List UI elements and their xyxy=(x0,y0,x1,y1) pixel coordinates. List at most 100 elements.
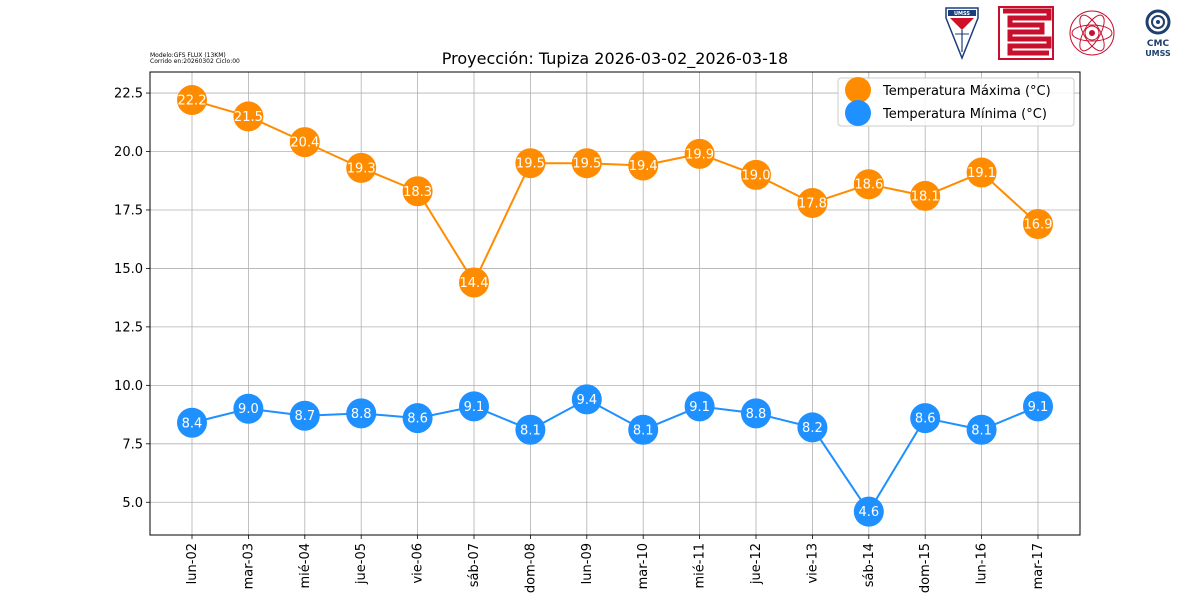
umss-text: UMSS xyxy=(1145,49,1171,58)
series-min: 8.4 9.0 8.7 8.8 8.6 9.1 8.1 9.4 8.1 9.1 8.8 8.2 4.6 8… xyxy=(177,384,1053,527)
data-point xyxy=(628,414,659,445)
data-label: 19.5 xyxy=(572,157,601,172)
data-label: 8.1 xyxy=(520,423,541,438)
data-point xyxy=(910,180,941,211)
data-label: 18.3 xyxy=(403,185,432,200)
data-point xyxy=(346,398,377,429)
x-tick-label: mié-11 xyxy=(693,543,708,589)
data-point xyxy=(1023,391,1053,422)
axes: lun-02 mar-03 mié-04 jue-05 vie-06 sáb-07 dom-… xyxy=(114,87,1046,594)
data-label: 8.7 xyxy=(294,409,315,424)
data-point xyxy=(459,267,489,298)
data-point xyxy=(177,85,207,116)
x-tick-label: jue-12 xyxy=(749,543,764,585)
data-point xyxy=(628,150,659,181)
data-point xyxy=(797,187,828,218)
data-point xyxy=(571,384,602,415)
data-label: 8.8 xyxy=(351,407,372,422)
series-max: 22.2 21.5 20.4 19.3 18.3 14.4 19.5 19.5 19.4 19.9… xyxy=(177,85,1053,298)
series-line xyxy=(191,99,1039,285)
data-point xyxy=(402,176,433,207)
legend-marker xyxy=(845,100,871,126)
data-point xyxy=(684,138,715,169)
run-info: Corrido en:20260302 Ciclo:00 xyxy=(150,58,240,65)
data-label: 21.5 xyxy=(234,110,263,125)
legend-label: Temperatura Mínima (°C) xyxy=(882,107,1047,122)
cmc-text: CMC xyxy=(1147,39,1170,49)
data-point xyxy=(459,391,489,422)
data-label: 8.4 xyxy=(182,416,203,431)
x-tick-label: lun-09 xyxy=(580,543,595,584)
x-tick-label: dom-15 xyxy=(918,543,933,593)
x-tick-label: mié-04 xyxy=(298,543,313,589)
data-point xyxy=(853,496,884,527)
atom-seal-logo xyxy=(1069,10,1115,56)
chart-title: Proyección: Tupiza 2026-03-02_2026-03-18 xyxy=(442,49,788,69)
data-label: 18.1 xyxy=(911,189,940,204)
data-label: 9.0 xyxy=(238,402,259,417)
data-label: 19.5 xyxy=(516,157,545,172)
x-tick-label: vie-13 xyxy=(805,543,820,584)
data-label: 18.6 xyxy=(854,178,883,193)
data-point xyxy=(1023,208,1053,239)
data-label: 9.1 xyxy=(689,400,710,415)
series-layer: 22.2 21.5 20.4 19.3 18.3 14.4 19.5 19.5 19.4 19.9… xyxy=(177,85,1053,527)
series-line xyxy=(191,398,1039,514)
x-tick-label: sáb-14 xyxy=(862,543,877,587)
data-label: 19.0 xyxy=(742,168,771,183)
data-point xyxy=(853,169,884,200)
data-label: 8.6 xyxy=(915,412,936,427)
data-point xyxy=(515,148,546,179)
data-label: 9.1 xyxy=(464,400,485,415)
plot-frame xyxy=(149,71,1081,536)
y-tick-label: 15.0 xyxy=(114,262,143,277)
legend-box xyxy=(837,77,1075,127)
x-tick-label: mar-17 xyxy=(1031,543,1046,589)
model-info: Modelo:GFS FLUX (13KM) xyxy=(150,52,226,59)
data-label: 19.1 xyxy=(967,166,996,181)
data-point xyxy=(741,398,771,429)
x-tick-label: lun-02 xyxy=(185,543,200,584)
data-label: 19.3 xyxy=(347,161,376,176)
y-tick-label: 5.0 xyxy=(122,496,143,511)
data-label: 9.1 xyxy=(1028,400,1049,415)
x-tick-label: dom-08 xyxy=(523,543,538,593)
grid-lines xyxy=(150,72,1080,535)
x-tick-label: sáb-07 xyxy=(467,543,482,587)
data-point xyxy=(233,101,264,132)
data-point xyxy=(966,157,997,188)
data-label: 8.1 xyxy=(633,423,654,438)
data-point xyxy=(289,127,320,158)
data-point xyxy=(402,403,433,434)
data-point xyxy=(571,148,602,179)
data-label: 8.6 xyxy=(407,412,428,427)
data-point xyxy=(797,412,828,443)
x-tick-label: mar-10 xyxy=(636,543,651,589)
x-tick-label: vie-06 xyxy=(411,543,426,584)
data-point xyxy=(346,152,377,183)
data-label: 16.9 xyxy=(1024,217,1053,232)
data-label: 17.8 xyxy=(798,196,827,211)
data-point xyxy=(741,159,771,190)
y-tick-label: 12.5 xyxy=(114,320,143,335)
data-label: 4.6 xyxy=(858,505,879,520)
data-point xyxy=(966,414,997,445)
legend-marker xyxy=(845,77,871,103)
data-label: 20.4 xyxy=(290,136,319,151)
x-tick-label: mar-03 xyxy=(241,543,256,589)
data-label: 8.1 xyxy=(971,423,992,438)
x-tick-label: lun-16 xyxy=(975,543,990,584)
legend-label: Temperatura Máxima (°C) xyxy=(882,84,1051,99)
y-tick-label: 17.5 xyxy=(114,203,143,218)
data-label: 8.8 xyxy=(746,407,767,422)
data-point xyxy=(910,403,941,434)
red-labyrinth-logo xyxy=(998,6,1054,60)
data-label: 19.4 xyxy=(629,159,658,174)
data-label: 19.9 xyxy=(685,147,714,162)
y-tick-label: 20.0 xyxy=(114,145,143,160)
data-label: 22.2 xyxy=(178,94,207,109)
data-label: 8.2 xyxy=(802,421,823,436)
data-point xyxy=(515,414,546,445)
y-tick-label: 22.5 xyxy=(114,87,143,102)
y-tick-label: 10.0 xyxy=(114,379,143,394)
